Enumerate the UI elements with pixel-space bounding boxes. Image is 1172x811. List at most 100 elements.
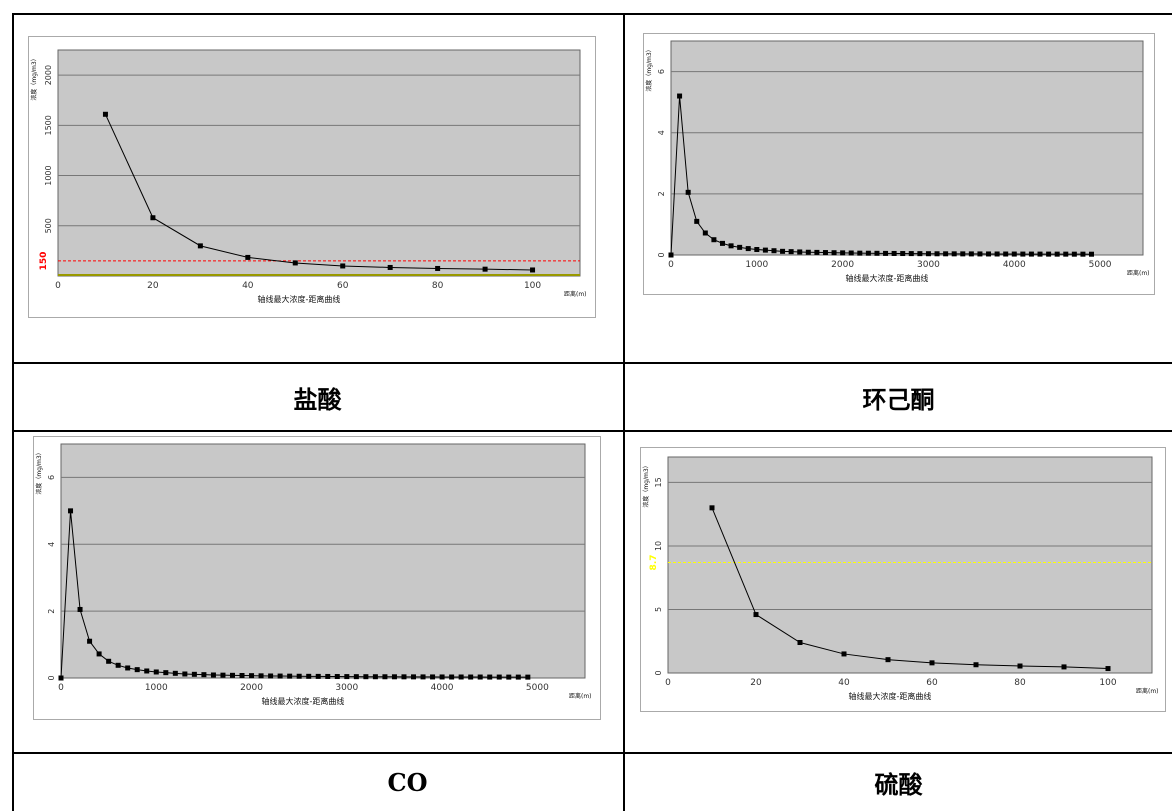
data-point bbox=[245, 254, 251, 260]
data-point bbox=[268, 673, 274, 679]
data-point bbox=[925, 251, 931, 257]
data-point bbox=[191, 671, 197, 677]
data-point bbox=[841, 651, 847, 657]
data-point bbox=[292, 260, 298, 266]
data-point bbox=[891, 250, 897, 256]
data-point bbox=[797, 249, 803, 255]
x-tick-label: 2000 bbox=[831, 260, 854, 270]
x-tick-label: 100 bbox=[524, 281, 541, 291]
y-tick-label: 6 bbox=[657, 69, 666, 74]
data-point bbox=[115, 662, 121, 668]
data-point bbox=[1003, 251, 1009, 257]
data-point bbox=[994, 251, 1000, 257]
data-point bbox=[900, 251, 906, 257]
threshold-label: 8.7 bbox=[649, 554, 659, 570]
x-axis-unit: 距离(m) bbox=[564, 290, 587, 298]
series-line bbox=[711, 507, 1109, 670]
chart-cyclohexanone: 0 2 4 6 0 1000 2000 3000 4000 5000 轴线最大浓度-距离曲线 距离(m… bbox=[643, 33, 1155, 295]
data-point bbox=[477, 674, 483, 680]
x-tick-label: 60 bbox=[337, 281, 349, 291]
data-point bbox=[805, 249, 811, 255]
x-tick-label: 4000 bbox=[1003, 260, 1026, 270]
data-point bbox=[908, 251, 914, 257]
y-tick-label: 2000 bbox=[44, 65, 53, 85]
data-point bbox=[372, 674, 378, 680]
x-tick-label: 5000 bbox=[1089, 260, 1112, 270]
data-point bbox=[797, 640, 803, 646]
y-tick-label: 10 bbox=[654, 541, 663, 551]
y-axis-title: 浓度（mg/m3） bbox=[35, 449, 43, 494]
y-tick-label: 2 bbox=[657, 191, 666, 196]
data-point bbox=[287, 673, 293, 679]
data-point bbox=[210, 672, 216, 678]
data-point bbox=[125, 665, 131, 671]
x-tick-label: 20 bbox=[147, 281, 159, 291]
data-point bbox=[182, 671, 188, 677]
table-divider-row1 bbox=[12, 362, 1172, 364]
data-point bbox=[719, 240, 725, 246]
series-line bbox=[105, 114, 533, 271]
data-point bbox=[753, 612, 759, 618]
data-point bbox=[1063, 251, 1069, 257]
data-point bbox=[296, 673, 302, 679]
x-tick-label: 80 bbox=[1014, 678, 1026, 688]
data-point bbox=[344, 674, 350, 680]
y-tick-label: 1500 bbox=[44, 115, 53, 135]
chart-sulfuric-acid: 0 5 10 15 0 20 40 60 80 100 轴线最大浓度-距离曲线 距离(m) 浓度（mg/… bbox=[640, 447, 1166, 712]
caption-sulfuric-acid: 硫酸 bbox=[874, 769, 923, 799]
data-point bbox=[172, 670, 178, 676]
data-point bbox=[1061, 664, 1067, 670]
table-divider-row3 bbox=[12, 752, 1172, 754]
plot-area bbox=[670, 40, 1144, 256]
data-point bbox=[677, 93, 683, 99]
data-point bbox=[220, 672, 226, 678]
table-divider-vertical bbox=[623, 13, 625, 811]
data-point bbox=[745, 246, 751, 252]
data-point bbox=[387, 264, 393, 270]
x-axis-title: 轴线最大浓度-距离曲线 bbox=[258, 294, 341, 304]
data-point bbox=[150, 215, 156, 221]
data-point bbox=[435, 265, 441, 271]
caption-hydrochloric-acid: 盐酸 bbox=[293, 384, 342, 414]
x-tick-label: 0 bbox=[58, 683, 64, 693]
data-point bbox=[973, 662, 979, 668]
y-tick-label: 4 bbox=[657, 130, 666, 135]
x-tick-label: 60 bbox=[926, 678, 938, 688]
data-point bbox=[986, 251, 992, 257]
chart-carbon-monoxide: 0 2 4 6 0 1000 2000 3000 4000 5000 轴线最大浓度-距离曲线 距离(m… bbox=[33, 436, 601, 720]
x-axis-unit: 距离(m) bbox=[569, 692, 592, 700]
data-point bbox=[1054, 251, 1060, 257]
data-point bbox=[420, 674, 426, 680]
data-point bbox=[709, 505, 715, 511]
table-divider-row2 bbox=[12, 430, 1172, 432]
data-point bbox=[229, 672, 235, 678]
y-tick-label: 5 bbox=[654, 607, 663, 612]
data-point bbox=[353, 674, 359, 680]
data-point bbox=[277, 673, 283, 679]
data-point bbox=[334, 674, 340, 680]
data-point bbox=[68, 508, 74, 514]
data-point bbox=[439, 674, 445, 680]
data-point bbox=[771, 248, 777, 254]
x-tick-label: 0 bbox=[55, 281, 61, 291]
data-point bbox=[506, 674, 512, 680]
data-point bbox=[848, 250, 854, 256]
data-point bbox=[382, 674, 388, 680]
x-tick-label: 0 bbox=[665, 678, 671, 688]
data-point bbox=[315, 673, 321, 679]
data-point bbox=[788, 249, 794, 255]
data-point bbox=[694, 218, 700, 224]
caption-carbon-monoxide: CO bbox=[387, 767, 428, 797]
data-point bbox=[77, 606, 83, 612]
layout-table bbox=[12, 13, 1172, 811]
x-axis-unit: 距离(m) bbox=[1136, 687, 1159, 695]
data-point bbox=[822, 250, 828, 256]
plot-area bbox=[60, 443, 586, 679]
data-point bbox=[87, 638, 93, 644]
data-point bbox=[934, 251, 940, 257]
data-point bbox=[163, 670, 169, 676]
y-tick-label: 4 bbox=[47, 542, 56, 547]
data-point bbox=[482, 266, 488, 272]
x-tick-label: 5000 bbox=[526, 683, 549, 693]
x-tick-label: 1000 bbox=[145, 683, 168, 693]
